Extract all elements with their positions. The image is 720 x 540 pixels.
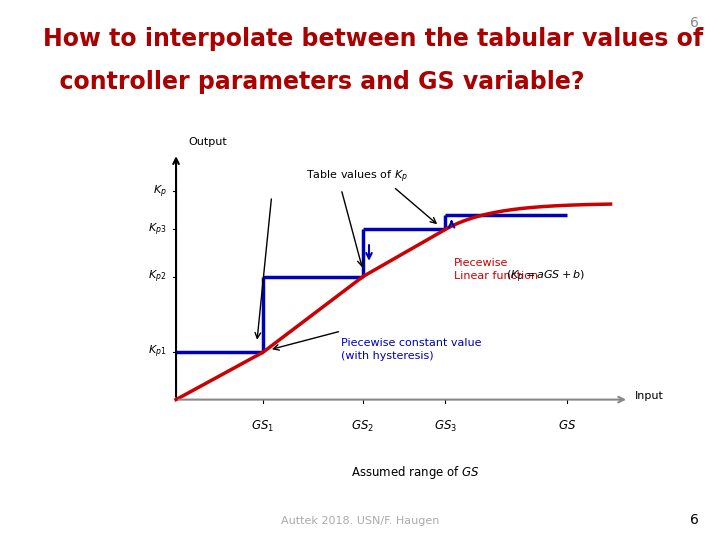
Text: $K_p$: $K_p$ <box>153 183 167 200</box>
Text: $GS_1$: $GS_1$ <box>251 419 274 434</box>
Text: $K_{p1}$: $K_{p1}$ <box>148 344 167 361</box>
Text: $GS$: $GS$ <box>558 419 576 432</box>
Text: $GS_3$: $GS_3$ <box>434 419 457 434</box>
Text: $K_{p2}$: $K_{p2}$ <box>148 268 167 285</box>
Text: How to interpolate between the tabular values of: How to interpolate between the tabular v… <box>43 27 703 51</box>
Text: $GS_2$: $GS_2$ <box>351 419 374 434</box>
Text: Output: Output <box>189 137 227 147</box>
Text: Piecewise
Linear function: Piecewise Linear function <box>454 258 539 281</box>
Text: 6: 6 <box>690 16 698 30</box>
Text: 6: 6 <box>690 512 698 526</box>
Text: Input: Input <box>635 392 664 401</box>
Text: Piecewise constant value
(with hysteresis): Piecewise constant value (with hysteresi… <box>341 338 482 361</box>
Text: Assumed range of $GS$: Assumed range of $GS$ <box>351 464 480 481</box>
Text: $(K_p = aGS + b)$: $(K_p = aGS + b)$ <box>506 268 585 285</box>
Text: controller parameters and GS variable?: controller parameters and GS variable? <box>43 70 585 94</box>
Text: $K_{p3}$: $K_{p3}$ <box>148 221 167 238</box>
Text: Auttek 2018. USN/F. Haugen: Auttek 2018. USN/F. Haugen <box>281 516 439 526</box>
Text: Table values of $K_p$: Table values of $K_p$ <box>307 169 408 185</box>
